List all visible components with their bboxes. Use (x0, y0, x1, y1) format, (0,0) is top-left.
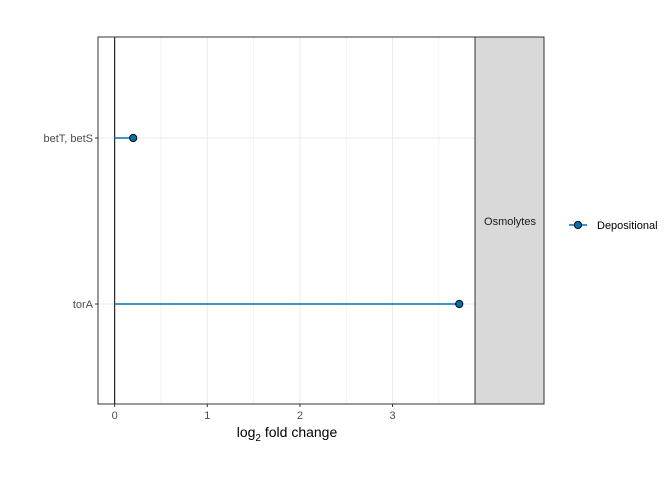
x-axis-title: log2 fold change (237, 424, 338, 444)
data-point (129, 133, 138, 143)
facet-strip-label: Osmolytes (484, 216, 536, 228)
x-tick-label: 0 (112, 410, 118, 422)
x-tick-label: 1 (204, 410, 210, 422)
x-axis-title-rest: fold change (261, 424, 337, 440)
legend-key-point (573, 220, 583, 230)
plot-background (98, 37, 475, 404)
x-axis-title-main: log (237, 424, 256, 440)
facet-strip (474, 36, 545, 405)
x-tick-label: 2 (297, 410, 303, 422)
x-tick-label: 3 (389, 410, 395, 422)
y-tick-label: torA (73, 299, 94, 311)
y-axis: betT, betS torA (43, 133, 98, 311)
x-axis-title-subscript: 2 (255, 433, 261, 444)
legend: Depositional (569, 220, 658, 232)
legend-label: Depositional (597, 220, 658, 232)
series-group (114, 133, 464, 309)
y-tick-label: betT, betS (43, 133, 93, 145)
x-axis: 0 1 2 3 (112, 404, 396, 422)
data-point (455, 299, 464, 309)
